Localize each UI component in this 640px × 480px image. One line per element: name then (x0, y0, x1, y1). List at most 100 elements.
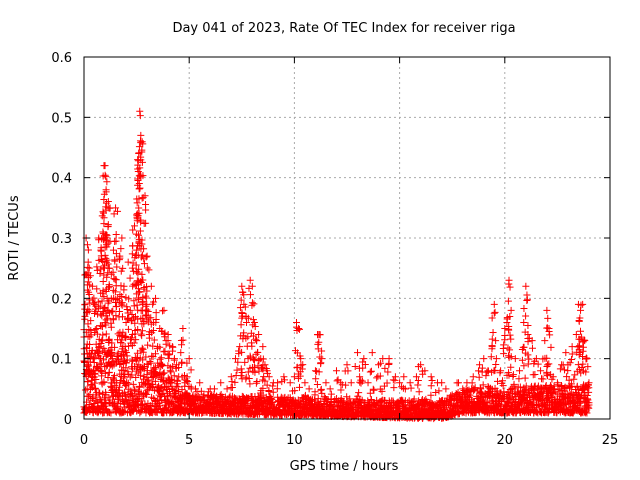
data-point (93, 263, 101, 271)
data-point (142, 206, 150, 214)
data-point (240, 329, 248, 337)
data-point (562, 399, 570, 407)
data-point (115, 383, 123, 391)
data-point (92, 375, 100, 383)
data-point (575, 316, 583, 324)
data-point (371, 400, 379, 408)
data-point (130, 222, 138, 230)
data-point (132, 336, 140, 344)
data-point (138, 158, 146, 166)
data-point (468, 379, 476, 387)
data-point (217, 379, 225, 387)
data-point (349, 398, 357, 406)
data-point (99, 390, 107, 398)
data-point (585, 388, 593, 396)
data-point (357, 376, 365, 384)
data-point (156, 355, 164, 363)
data-point (231, 378, 239, 386)
data-point (183, 359, 191, 367)
data-point (99, 307, 107, 315)
data-point (98, 402, 106, 410)
data-point (242, 375, 250, 383)
data-point (152, 294, 160, 302)
data-point (133, 195, 141, 203)
data-point (150, 336, 158, 344)
data-point (114, 352, 122, 360)
data-point (390, 384, 398, 392)
data-point (259, 365, 267, 373)
data-point (381, 364, 389, 372)
data-point (537, 384, 545, 392)
data-point (127, 339, 135, 347)
data-point (250, 363, 258, 371)
data-point (138, 251, 146, 259)
data-point (248, 342, 256, 350)
data-point (257, 387, 265, 395)
data-point (548, 375, 556, 383)
data-point (144, 360, 152, 368)
data-point (506, 283, 514, 291)
data-point (318, 355, 326, 363)
data-point (553, 379, 561, 387)
data-point (543, 368, 551, 376)
data-point (148, 352, 156, 360)
data-point (419, 370, 427, 378)
data-point (170, 356, 178, 364)
data-point (95, 365, 103, 373)
data-point (135, 149, 143, 157)
data-point (442, 397, 450, 405)
data-point (348, 404, 356, 412)
data-point (401, 385, 409, 393)
data-point (111, 343, 119, 351)
data-point (84, 305, 92, 313)
data-point (160, 348, 168, 356)
data-point (115, 386, 123, 394)
data-point (100, 262, 108, 270)
data-point (396, 379, 404, 387)
data-point (391, 376, 399, 384)
data-point (505, 371, 513, 379)
data-point (248, 299, 256, 307)
data-point (151, 350, 159, 358)
data-point (174, 383, 182, 391)
data-point (478, 364, 486, 372)
data-point (111, 238, 119, 246)
data-point (102, 186, 110, 194)
data-point (102, 316, 110, 324)
data-point (129, 267, 137, 275)
data-point (378, 387, 386, 395)
data-point (104, 269, 112, 277)
data-point (327, 390, 335, 398)
data-point (487, 387, 495, 395)
data-point (91, 309, 99, 317)
data-point (305, 385, 313, 393)
data-point (407, 402, 415, 410)
data-point (166, 391, 174, 399)
data-point (140, 219, 148, 227)
data-point (520, 318, 528, 326)
data-point (398, 383, 406, 391)
data-point (108, 355, 116, 363)
data-point (264, 396, 272, 404)
data-point (543, 306, 551, 314)
data-point (255, 356, 263, 364)
data-point (579, 300, 587, 308)
y-tick-label: 0.4 (51, 172, 72, 187)
data-point (179, 325, 187, 332)
data-point (177, 393, 185, 401)
data-point (524, 321, 532, 329)
data-point (93, 330, 101, 338)
data-point (394, 398, 402, 406)
data-point (136, 383, 144, 391)
data-point (376, 372, 384, 380)
data-point (427, 373, 435, 381)
data-point (318, 347, 326, 355)
data-point (347, 379, 355, 387)
data-point (175, 364, 183, 372)
data-point (223, 399, 231, 407)
data-point (156, 402, 164, 410)
data-point (579, 360, 587, 368)
data-point (99, 277, 107, 285)
data-point (140, 372, 148, 380)
x-tick-label: 10 (286, 433, 303, 448)
